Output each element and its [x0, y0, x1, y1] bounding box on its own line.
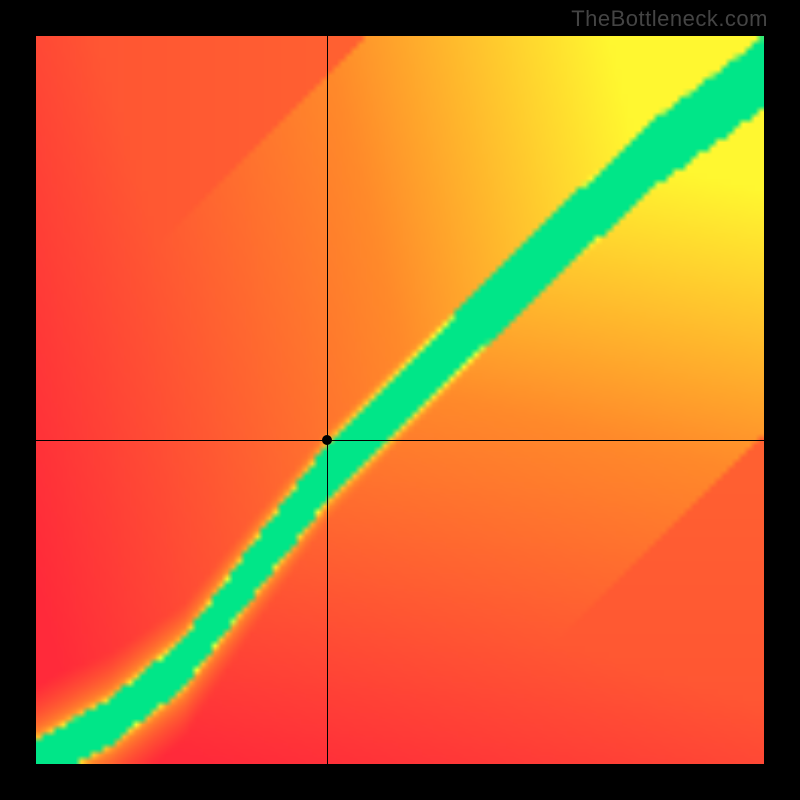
crosshair-horizontal: [36, 440, 764, 441]
watermark-text: TheBottleneck.com: [571, 6, 768, 32]
bottleneck-heatmap: [36, 36, 764, 764]
selection-marker[interactable]: [322, 435, 332, 445]
crosshair-vertical: [327, 36, 328, 764]
heatmap-canvas: [36, 36, 764, 764]
